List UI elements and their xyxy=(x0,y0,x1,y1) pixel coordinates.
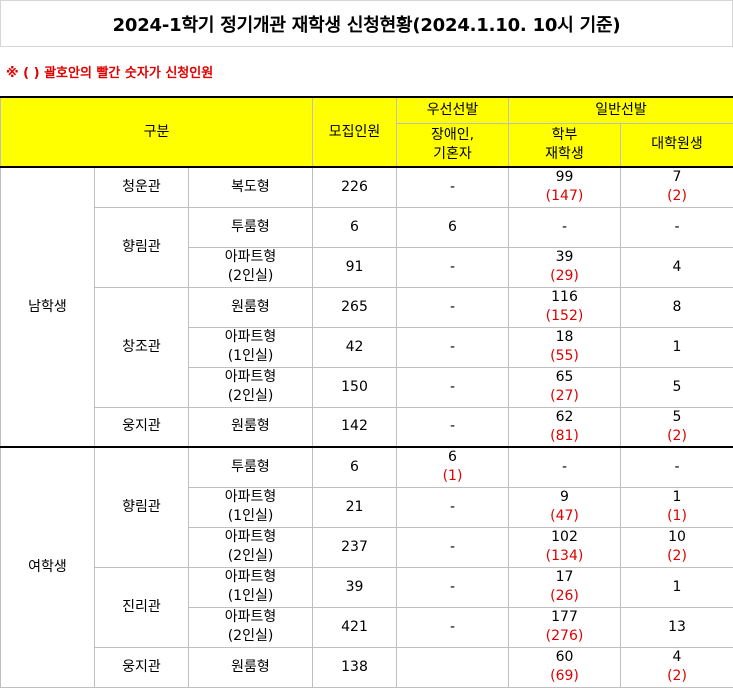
room-type-cell: 원룸형 xyxy=(188,646,313,688)
header-priority: 우선선발 xyxy=(396,96,509,124)
capacity-cell: 237 xyxy=(312,526,397,568)
capacity-cell: 265 xyxy=(312,286,397,328)
undergrad-cell: 39 (29) xyxy=(508,246,621,288)
capacity-cell: 226 xyxy=(312,166,397,208)
grad-cell: 4 (2) xyxy=(620,646,733,688)
header-general: 일반선발 xyxy=(508,96,733,124)
room-type-cell: 아파트형 (2인실) xyxy=(188,366,313,408)
table-row: 아파트형 (1인실) 21 - 9 (47) 1 (1) xyxy=(1,486,733,528)
priority-cell: - xyxy=(396,366,509,408)
building-cell: 향림관 xyxy=(94,446,189,568)
room-type-cell: 아파트형 (2인실) xyxy=(188,246,313,288)
priority-cell: - xyxy=(396,286,509,328)
table-row: 아파트형 (2인실) 91 - 39 (29) 4 xyxy=(1,246,733,288)
undergrad-cell: 62 (81) xyxy=(508,406,621,448)
building-cell: 청운관 xyxy=(94,166,189,208)
capacity-cell: 421 xyxy=(312,606,397,648)
capacity-cell: 6 xyxy=(312,446,397,488)
undergrad-cell: 60 (69) xyxy=(508,646,621,688)
building-cell: 웅지관 xyxy=(94,646,189,688)
room-type-cell: 아파트형 (2인실) xyxy=(188,606,313,648)
capacity-cell: 42 xyxy=(312,326,397,368)
building-cell: 창조관 xyxy=(94,286,189,408)
priority-cell: 6 xyxy=(396,206,509,248)
priority-cell: - xyxy=(396,486,509,528)
capacity-cell: 6 xyxy=(312,206,397,248)
priority-cell: - xyxy=(396,566,509,608)
table-row: 향림관 투룸형 6 6 - - xyxy=(1,206,733,288)
room-type-cell: 아파트형 (1인실) xyxy=(188,326,313,368)
capacity-cell: 39 xyxy=(312,566,397,608)
grad-cell: 1 (1) xyxy=(620,486,733,528)
dorm-application-table: 구분 모집인원 우선선발 일반선발 장애인, 기혼자 학부 재학생 대학원생 남… xyxy=(0,96,733,688)
priority-cell: - xyxy=(396,406,509,448)
room-type-cell: 아파트형 (1인실) xyxy=(188,486,313,528)
grad-cell: 10 (2) xyxy=(620,526,733,568)
room-type-cell: 복도형 xyxy=(188,166,313,208)
header-category: 구분 xyxy=(0,96,313,168)
table-row: 아파트형 (2인실) 237 - 102 (134) 10 (2) xyxy=(1,526,733,568)
header-priority-sub: 장애인, 기혼자 xyxy=(396,122,509,168)
undergrad-cell: 116 (152) xyxy=(508,286,621,328)
header-grad: 대학원생 xyxy=(620,122,733,168)
priority-cell: - xyxy=(396,326,509,368)
grad-cell: 1 xyxy=(620,566,733,608)
table-row: 웅지관 원룸형 138 60 (69) 4 (2) xyxy=(1,646,733,688)
room-type-cell: 원룸형 xyxy=(188,286,313,328)
priority-cell: - xyxy=(396,166,509,208)
grad-cell: - xyxy=(620,446,733,488)
capacity-cell: 138 xyxy=(312,646,397,688)
table-row: 아파트형 (2인실) 421 - 177 (276) 13 xyxy=(1,606,733,648)
undergrad-cell: - xyxy=(508,446,621,488)
undergrad-cell: 65 (27) xyxy=(508,366,621,408)
grad-cell: - xyxy=(620,206,733,248)
building-cell: 웅지관 xyxy=(94,406,189,448)
undergrad-cell: 102 (134) xyxy=(508,526,621,568)
table-row: 여학생 향림관 투룸형 6 6 (1) - - xyxy=(0,446,733,688)
table-row: 진리관 아파트형 (1인실) 39 - 17 (26) 1 xyxy=(1,566,733,648)
capacity-cell: 150 xyxy=(312,366,397,408)
table-row: 아파트형 (2인실) 150 - 65 (27) 5 xyxy=(1,366,733,408)
room-type-cell: 투룸형 xyxy=(188,446,313,488)
legend-note: ※ ( ) 괄호안의 빨간 숫자가 신청인원 xyxy=(6,66,214,81)
room-type-cell: 원룸형 xyxy=(188,406,313,448)
priority-cell xyxy=(396,646,509,688)
grad-cell: 8 xyxy=(620,286,733,328)
room-type-cell: 아파트형 (2인실) xyxy=(188,526,313,568)
grad-cell: 13 xyxy=(620,606,733,648)
grad-cell: 5 (2) xyxy=(620,406,733,448)
grad-cell: 4 xyxy=(620,246,733,288)
table-row: 웅지관 원룸형 142 - 62 (81) 5 (2) xyxy=(1,406,733,448)
header-capacity: 모집인원 xyxy=(312,96,397,168)
page-title: 2024-1학기 정기개관 재학생 신청현황(2024.1.10. 10시 기준… xyxy=(0,0,733,47)
group-label-male: 남학생 xyxy=(0,166,95,448)
grad-cell: 5 xyxy=(620,366,733,408)
priority-cell: - xyxy=(396,606,509,648)
capacity-cell: 21 xyxy=(312,486,397,528)
capacity-cell: 142 xyxy=(312,406,397,448)
building-cell: 진리관 xyxy=(94,566,189,648)
undergrad-cell: 9 (47) xyxy=(508,486,621,528)
undergrad-cell: 18 (55) xyxy=(508,326,621,368)
grad-cell: 7 (2) xyxy=(620,166,733,208)
grad-cell: 1 xyxy=(620,326,733,368)
priority-cell: - xyxy=(396,526,509,568)
undergrad-cell: 17 (26) xyxy=(508,566,621,608)
room-type-cell: 투룸형 xyxy=(188,206,313,248)
group-label-female: 여학생 xyxy=(0,446,95,688)
header-undergrad: 학부 재학생 xyxy=(508,122,621,168)
priority-cell: - xyxy=(396,246,509,288)
table-row: 남학생 청운관 복도형 226 - 99 (147) 7 (2) xyxy=(0,166,733,448)
capacity-cell: 91 xyxy=(312,246,397,288)
table-row: 아파트형 (1인실) 42 - 18 (55) 1 xyxy=(1,326,733,368)
room-type-cell: 아파트형 (1인실) xyxy=(188,566,313,608)
priority-cell: 6 (1) xyxy=(396,446,509,488)
undergrad-cell: 177 (276) xyxy=(508,606,621,648)
table-row: 창조관 원룸형 265 - 116 (152) 8 xyxy=(1,286,733,408)
undergrad-cell: 99 (147) xyxy=(508,166,621,208)
undergrad-cell: - xyxy=(508,206,621,248)
building-cell: 향림관 xyxy=(94,206,189,288)
